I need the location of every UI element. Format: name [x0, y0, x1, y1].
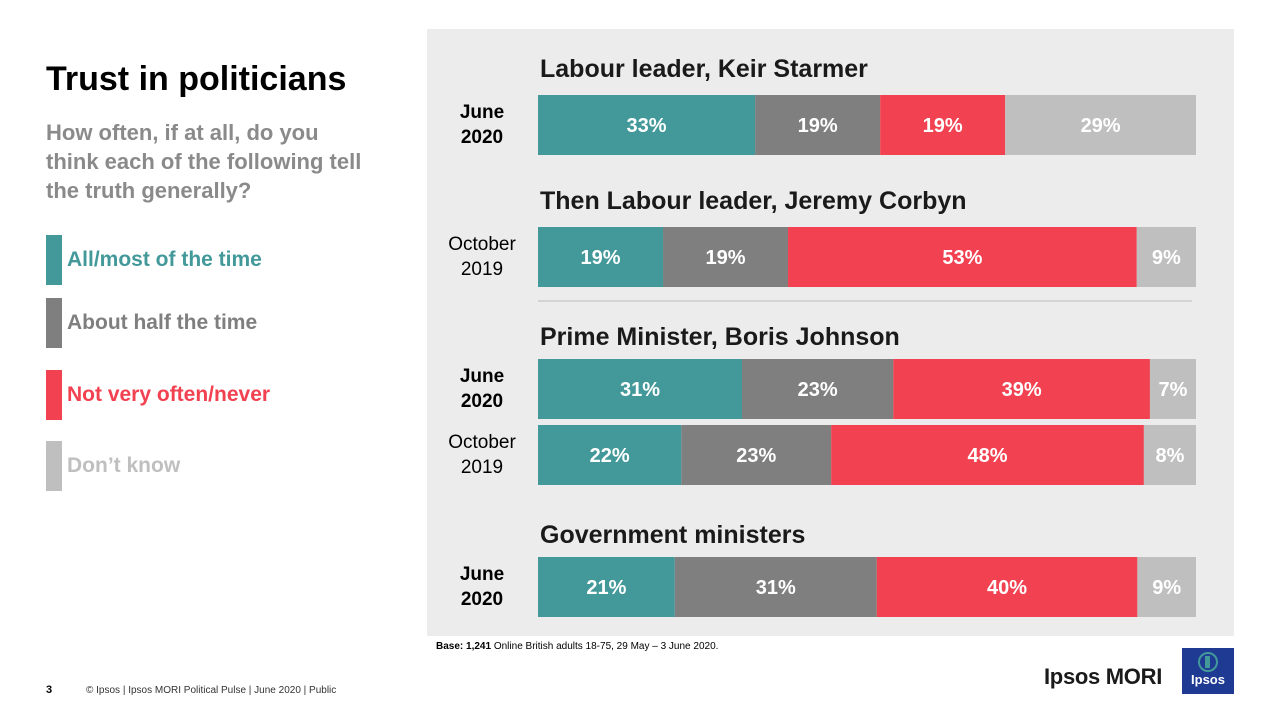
- bar-value-label: 31%: [756, 577, 796, 599]
- legend-swatch: [46, 441, 62, 491]
- row-label-line2: 2019: [461, 259, 503, 280]
- legend-swatch: [46, 298, 62, 348]
- legend-item: All/most of the time: [46, 235, 386, 285]
- legend-item: About half the time: [46, 298, 386, 348]
- bar-segment: [538, 227, 664, 287]
- bar-value-label: 53%: [942, 247, 982, 269]
- bar-value-label: 19%: [923, 115, 963, 137]
- logo-mark-icon: [1198, 652, 1218, 672]
- bar-value-label: 39%: [1002, 379, 1042, 401]
- bar-value-label: 33%: [627, 115, 667, 137]
- bar-value-label: 48%: [968, 445, 1008, 467]
- bar-segment: [663, 227, 789, 287]
- section-title: Government ministers: [540, 521, 805, 549]
- bar-segment: [788, 227, 1137, 287]
- stacked-bar-chart: Labour leader, Keir Starmer June 2020 33% 19…: [448, 55, 1196, 617]
- base-note: Base: 1,241 Online British adults 18-75,…: [436, 641, 718, 652]
- bar-segment: [755, 95, 881, 155]
- bar-value-label: 9%: [1152, 577, 1181, 599]
- section-title: Prime Minister, Boris Johnson: [540, 323, 900, 351]
- legend-swatch: [46, 235, 62, 285]
- bar-value-label: 19%: [798, 115, 838, 137]
- section-title: Labour leader, Keir Starmer: [540, 55, 868, 83]
- bar-segment: [681, 425, 832, 485]
- bar-segment: [674, 557, 877, 617]
- legend-label: Not very often/never: [67, 383, 271, 406]
- base-text: Online British adults 18-75, 29 May – 3 …: [493, 641, 719, 652]
- row-label-line2: 2020: [461, 391, 503, 412]
- row-label-line2: 2019: [461, 457, 503, 478]
- bar-segment: [538, 425, 682, 485]
- bar-segment: [1136, 227, 1196, 287]
- row-label-line1: October: [448, 234, 516, 255]
- bar-segment: [1149, 359, 1196, 419]
- bar-value-label: 22%: [590, 445, 630, 467]
- bar-segment: [741, 359, 894, 419]
- row-label-line1: June: [460, 102, 504, 123]
- bar-segment: [876, 557, 1138, 617]
- brand-name: Ipsos MORI: [1044, 664, 1163, 689]
- page-title: Trust in politicians: [46, 60, 347, 98]
- bar-value-label: 19%: [580, 247, 620, 269]
- survey-question: How often, if at all, do you think each …: [46, 120, 362, 203]
- row-label-line1: June: [460, 366, 504, 387]
- bar-segment: [538, 359, 742, 419]
- bar-value-label: 23%: [798, 379, 838, 401]
- row-label-line2: 2020: [461, 127, 503, 148]
- bar-value-label: 9%: [1152, 247, 1181, 269]
- bar-segment: [538, 557, 675, 617]
- bar-value-label: 31%: [620, 379, 660, 401]
- row-label-line1: June: [460, 564, 504, 585]
- page-number: 3: [46, 684, 53, 696]
- chart-panel: Labour leader, Keir Starmer June 2020 33% 19…: [427, 29, 1234, 636]
- bar-value-label: 7%: [1159, 379, 1188, 401]
- bar-value-label: 23%: [736, 445, 776, 467]
- bar-segment: [538, 95, 756, 155]
- bar-segment: [880, 95, 1006, 155]
- legend-label: About half the time: [67, 311, 258, 334]
- bar-segment: [1005, 95, 1196, 155]
- section-title: Then Labour leader, Jeremy Corbyn: [540, 187, 967, 215]
- legend-item: Don’t know: [46, 441, 386, 491]
- bar-value-label: 19%: [706, 247, 746, 269]
- legend-label: All/most of the time: [67, 248, 262, 271]
- base-prefix: Base:: [436, 641, 464, 652]
- legend-item: Not very often/never: [46, 370, 386, 420]
- footer-text: © Ipsos | Ipsos MORI Political Pulse | J…: [86, 685, 337, 696]
- row-label-line2: 2020: [461, 589, 503, 610]
- bar-segment: [831, 425, 1144, 485]
- row-label-line1: October: [448, 432, 516, 453]
- logo-text: Ipsos: [1191, 672, 1225, 687]
- base-count: 1,241: [466, 641, 492, 652]
- bar-segment: [1137, 557, 1196, 617]
- ipsos-logo: Ipsos: [1182, 648, 1234, 694]
- bar-value-label: 21%: [586, 577, 626, 599]
- bar-segment: [1143, 425, 1196, 485]
- legend-label: Don’t know: [67, 454, 181, 477]
- bar-segment: [893, 359, 1150, 419]
- bar-value-label: 40%: [987, 577, 1027, 599]
- bar-value-label: 8%: [1155, 445, 1184, 467]
- bar-value-label: 29%: [1081, 115, 1121, 137]
- legend-swatch: [46, 370, 62, 420]
